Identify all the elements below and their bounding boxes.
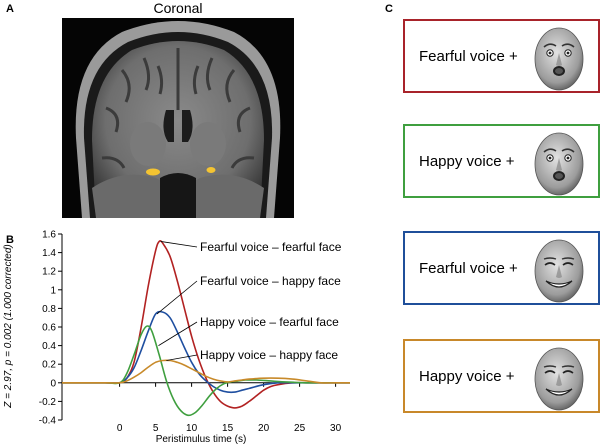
x-tick-label: 0 [117, 423, 123, 434]
chart-axes: -0.4 -0.2 0 0.2 0.4 0.6 0.8 1 1.2 1.4 1.6 0 5 10 15 20 2… [39, 230, 350, 434]
annotation-label: Fearful voice – happy face [200, 274, 341, 288]
y-tick-label: 1.2 [42, 267, 56, 278]
chart-annotations: Fearful voice – fearful face Fearful voic… [156, 240, 342, 362]
y-tick-label: 1 [50, 285, 56, 296]
x-axis-label: Peristimulus time (s) [156, 434, 247, 445]
annotation-leader [158, 321, 198, 346]
series-line-4 [62, 359, 350, 384]
annotation-leader [160, 241, 198, 248]
y-axis-label: Z = 2.97, p = 0.002 (1.000 corrected) [3, 244, 14, 408]
chart-series [62, 240, 350, 417]
y-tick-label: -0.4 [39, 416, 57, 427]
y-tick-label: -0.2 [39, 397, 57, 408]
annotation-label: Happy voice – fearful face [200, 315, 339, 329]
y-tick-label: 0.2 [42, 360, 56, 371]
happy-face-icon [528, 345, 590, 411]
y-tick-label: 0.8 [42, 304, 56, 315]
condition-box-3: Fearful voice + [403, 231, 600, 305]
bold-response-chart: -0.4 -0.2 0 0.2 0.4 0.6 0.8 1 1.2 1.4 1.6 0 5 10 15 20 2… [3, 230, 350, 445]
y-tick-label: 0.6 [42, 323, 56, 334]
condition-box-1: Fearful voice + [403, 19, 600, 93]
x-tick-label: 30 [330, 423, 342, 434]
x-tick-label: 10 [186, 423, 198, 434]
series-line-1 [62, 240, 350, 409]
x-tick-label: 25 [294, 423, 306, 434]
y-tick-label: 0 [50, 378, 56, 389]
right-activation-blob [206, 167, 216, 173]
fearful-face-icon [528, 130, 590, 196]
x-tick-label: 15 [222, 423, 234, 434]
mri-title: Coronal [153, 0, 203, 16]
annotation-label: Fearful voice – fearful face [200, 240, 342, 254]
panel-c-letter: C [385, 3, 393, 15]
annotation-label: Happy voice – happy face [200, 348, 338, 362]
panel-b-letter: B [6, 234, 14, 246]
panel-a-letter: A [6, 3, 14, 15]
happy-face-icon [528, 237, 590, 303]
series-line-3 [62, 325, 350, 417]
y-tick-label: 0.4 [42, 341, 56, 352]
annotation-leader [156, 280, 198, 315]
condition-box-2: Happy voice + [403, 124, 600, 198]
x-tick-label: 20 [258, 423, 270, 434]
condition-label: Happy voice + [419, 367, 515, 385]
annotation-leader [166, 354, 198, 361]
condition-label: Happy voice + [419, 152, 515, 170]
fearful-face-icon [528, 25, 590, 91]
mri-brain-illustration [62, 18, 294, 218]
condition-label: Fearful voice + [419, 259, 518, 277]
condition-box-4: Happy voice + [403, 339, 600, 413]
y-tick-label: 1.4 [42, 248, 56, 259]
condition-label: Fearful voice + [419, 47, 518, 65]
x-tick-label: 5 [153, 423, 159, 434]
y-tick-label: 1.6 [42, 230, 56, 241]
left-activation-blob [146, 168, 160, 176]
mri-image [62, 18, 294, 218]
